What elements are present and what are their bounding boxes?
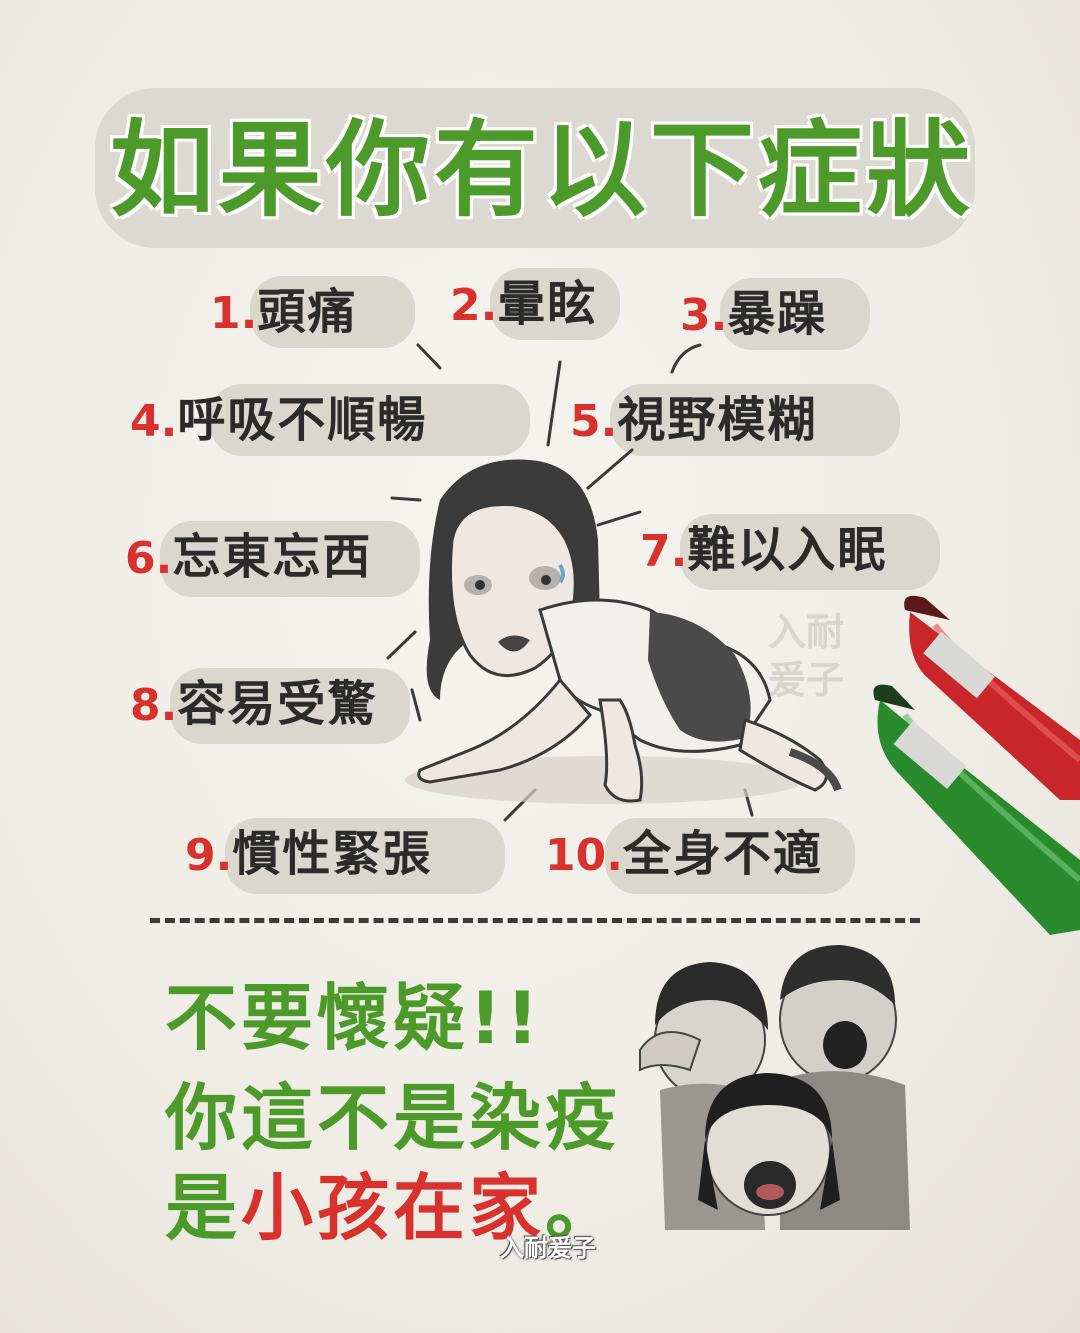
symptom-number: 1. [210,288,258,339]
symptom-number: 10. [545,830,623,881]
symptom-2: 2.暈眩 [450,268,620,340]
message-line-3-start: 是 [165,1166,242,1250]
symptom-6: 6.忘東忘西 [125,521,420,597]
watermark: 入耐爰子 [768,610,845,702]
symptom-text: 難以入眠 [687,522,888,578]
symptom-number: 3. [680,290,728,341]
message-highlight: 小孩在家 [241,1166,546,1250]
symptom-number: 5. [570,396,618,447]
symptom-7: 7.難以入眠 [640,514,940,590]
symptom-number: 2. [450,280,498,331]
divider-line [150,918,920,923]
symptom-text: 慣性緊張 [232,826,433,882]
red-marker-illustration [904,595,1080,800]
symptom-3: 3.暴躁 [680,278,870,350]
symptom-number: 9. [185,830,233,881]
symptom-number: 7. [640,526,688,577]
title-backdrop [95,88,975,248]
tired-woman-illustration [405,459,842,804]
message-line-1: 不要懷疑!! [165,976,543,1060]
symptom-text: 視野模糊 [617,392,818,448]
artist-credit: 入耐爰子 [500,1234,596,1262]
symptom-10: 10.全身不適 [545,818,855,894]
page-title: 如果你有以下症狀 [110,109,975,231]
symptom-text: 忘東忘西 [172,529,373,585]
message-line-3: 是小孩在家。 [165,1160,621,1256]
symptom-text: 頭痛 [257,284,358,340]
symptom-text: 呼吸不順暢 [177,392,428,448]
symptom-number: 4. [130,396,178,447]
symptom-4: 4.呼吸不順暢 [130,384,530,456]
symptom-1: 1.頭痛 [210,276,415,348]
crying-kids-illustration [639,945,910,1230]
symptom-text: 暴躁 [727,286,828,342]
symptom-text: 全身不適 [622,826,823,882]
symptom-9: 9.慣性緊張 [185,818,505,894]
symptom-5: 5.視野模糊 [570,384,900,456]
message-line-3-end: 。 [545,1166,622,1250]
symptom-number: 6. [125,533,173,584]
symptom-number: 8. [130,680,178,731]
green-marker-illustration [873,684,1080,935]
symptom-text: 暈眩 [497,276,598,332]
symptom-text: 容易受驚 [177,676,378,732]
message-line-2: 你這不是染疫 [165,1076,622,1160]
symptom-8: 8.容易受驚 [130,668,410,744]
